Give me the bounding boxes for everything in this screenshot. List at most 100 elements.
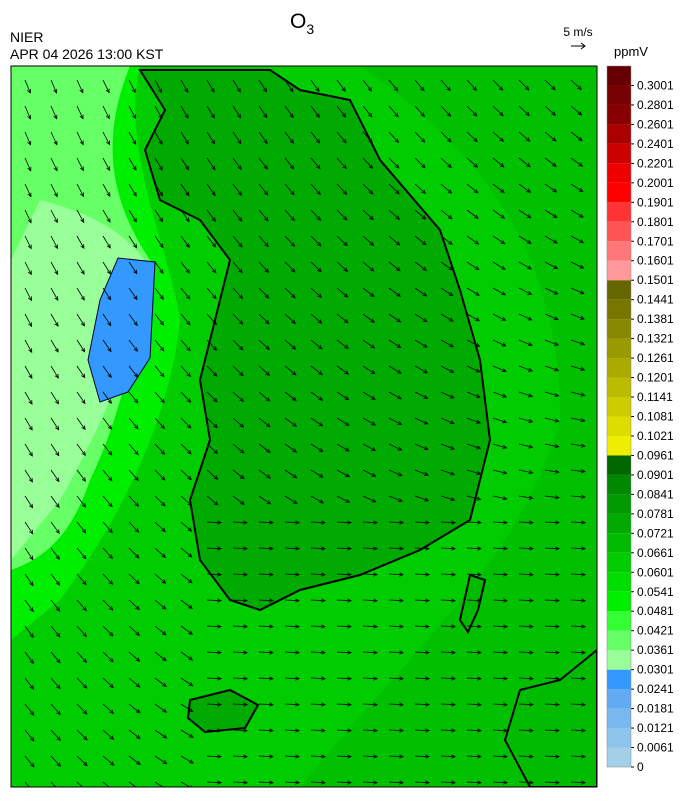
wind-arrow (414, 105, 425, 118)
wind-arrow (76, 235, 85, 249)
wind-arrow (180, 339, 191, 352)
colorbar-box (607, 377, 631, 398)
wind-arrow (388, 754, 404, 759)
colorbar-label: 0.2001 (637, 176, 674, 190)
wind-arrow (284, 780, 300, 785)
wind-arrow (24, 79, 31, 94)
wind-arrow (466, 598, 482, 603)
wind-arrow (206, 598, 222, 603)
wind-arrow (544, 287, 559, 295)
wind-arrow (466, 235, 480, 245)
wind-arrow (570, 209, 584, 218)
wind-arrow (284, 598, 300, 603)
colorbar-label: 0.1901 (637, 195, 674, 209)
wind-arrow (544, 572, 560, 577)
wind-arrow (154, 391, 165, 404)
wind-arrow (102, 209, 111, 223)
wind-arrow (180, 651, 194, 661)
wind-arrow (102, 625, 114, 637)
wind-arrow (102, 469, 113, 482)
wind-arrow (232, 546, 248, 551)
wind-arrow (102, 287, 112, 301)
colorbar-label: 0.0121 (637, 721, 674, 735)
wind-arrow (336, 780, 352, 785)
wind-arrow (50, 183, 58, 198)
wind-arrow (50, 521, 60, 535)
wind-arrow (492, 443, 508, 449)
wind-arrow (492, 313, 507, 321)
wind-arrow (24, 469, 33, 483)
wind-arrow (76, 755, 88, 767)
wind-arrow (310, 598, 326, 603)
wind-arrow (180, 313, 191, 326)
wind-arrow (414, 469, 429, 476)
wind-arrow (284, 365, 297, 376)
wind-arrow (310, 313, 323, 324)
colorbar-box (607, 747, 631, 767)
wind-arrow (492, 650, 508, 655)
wind-arrow (206, 443, 219, 454)
wind-arrow (76, 651, 88, 663)
wind-arrow (310, 702, 326, 707)
wind-arrow (492, 495, 508, 501)
wind-arrow (440, 469, 456, 476)
wind-arrow (336, 520, 352, 525)
wind-arrow (24, 443, 33, 457)
colorbar-label: 0.0361 (637, 643, 674, 657)
wind-arrow (154, 625, 167, 636)
wind-arrow (336, 469, 351, 478)
wind-arrow (440, 546, 456, 551)
wind-arrow (76, 313, 85, 327)
wind-arrow (24, 677, 35, 690)
wind-arrow (284, 131, 294, 144)
wind-arrow (336, 728, 352, 733)
wind-arrow (414, 209, 427, 220)
wind-arrow (362, 209, 374, 221)
wind-arrow (414, 520, 430, 525)
wind-arrow (180, 287, 191, 300)
wind-arrow (76, 573, 87, 586)
wind-arrow (128, 235, 138, 249)
wind-arrow (492, 287, 507, 296)
colorbar-label: 0.0781 (637, 507, 674, 521)
wind-arrow (388, 261, 401, 272)
wind-arrow (154, 131, 163, 145)
wind-arrow (284, 313, 297, 325)
colorbar-box (607, 104, 631, 125)
wind-arrow (518, 598, 534, 603)
wind-arrow (466, 495, 482, 501)
wind-arrow (50, 157, 58, 172)
wind-arrow (284, 209, 295, 222)
wind-arrow (76, 79, 84, 94)
wind-arrow (544, 754, 560, 759)
wind-arrow (310, 131, 321, 144)
colorbar-box (607, 474, 631, 495)
wind-arrow (336, 209, 348, 221)
wind-arrow (518, 313, 533, 321)
colorbar-label: 0.0841 (637, 487, 674, 501)
colorbar-box (607, 202, 631, 222)
wind-arrow (414, 313, 428, 323)
wind-arrow (154, 495, 166, 507)
wind-arrow (440, 391, 455, 399)
wind-arrow (154, 183, 164, 197)
timestamp: APR 04 2026 13:00 KST (10, 46, 164, 62)
wind-arrow (258, 676, 274, 681)
wind-arrow (414, 624, 430, 629)
colorbar-box (607, 182, 631, 203)
wind-arrow (414, 598, 430, 603)
wind-arrow (518, 520, 534, 525)
wind-arrow (24, 573, 34, 587)
wind-arrow (544, 105, 557, 116)
wind-arrow (440, 650, 456, 655)
wind-arrow (388, 313, 402, 323)
colorbar-label: 0.1381 (637, 312, 674, 326)
wind-arrow (362, 754, 378, 759)
colorbar-label: 0.0961 (637, 448, 674, 462)
wind-arrow (232, 417, 245, 428)
wind-arrow (414, 261, 427, 271)
wind-arrow (258, 469, 272, 479)
wind-arrow (466, 780, 482, 785)
wind-arrow (570, 79, 582, 91)
wind-arrow (492, 365, 507, 373)
